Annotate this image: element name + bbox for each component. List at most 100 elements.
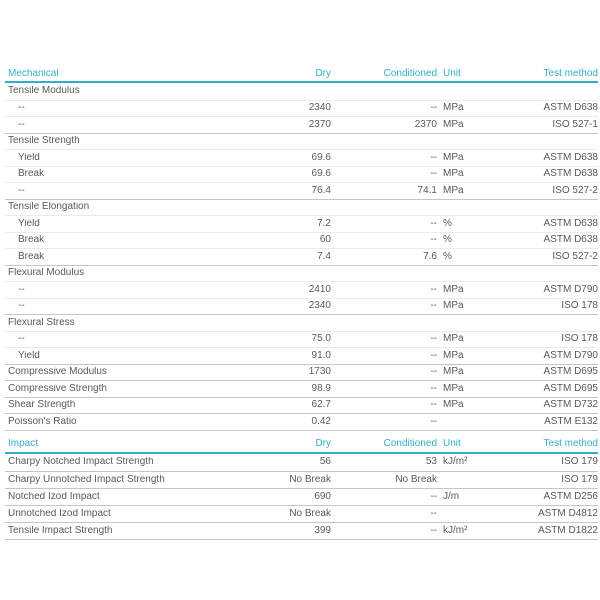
conditioned-value-cell: -- [430, 300, 437, 312]
conditioned-value-cell: 2370 [414, 118, 437, 130]
test-method-cell: ASTM D638 [543, 168, 598, 180]
property-cell: -- [18, 301, 25, 312]
unit-cell: MPa [443, 366, 464, 378]
mechanical-properties-table: Mechanical Dry Conditioned Unit Test method T… [5, 66, 598, 431]
unit-cell: MPa [443, 118, 464, 130]
property-cell: Yield [18, 152, 40, 163]
table-row: Tensile Modulus [5, 83, 598, 100]
dry-value-cell: 69.6 [311, 168, 331, 180]
unit-cell: kJ/m² [443, 456, 468, 467]
table-row: Flexural Modulus [5, 264, 598, 282]
table-row: Break 60 --% ASTM D638 [5, 231, 598, 249]
property-cell: Notched Izod Impact [8, 491, 100, 502]
table-row: Charpy Notched Impact Strength 56 53 kJ/m² I… [5, 454, 598, 471]
test-method-cell: ASTM D732 [543, 399, 598, 411]
dry-value-cell: 56 [319, 456, 331, 467]
mechanical-header-row: Mechanical Dry Conditioned Unit Test method [5, 66, 598, 83]
test-method-cell: ISO 179 [561, 456, 598, 467]
property-cell: -- [18, 334, 25, 345]
impact-header-row: Impact Dry Conditioned Unit Test method [5, 437, 598, 454]
dry-value-cell: 2340 [308, 300, 331, 312]
property-cell: Compressive Strength [8, 383, 107, 394]
conditioned-value-cell: -- [430, 349, 437, 361]
test-method-cell: ASTM D638 [543, 151, 598, 163]
table-row: Shear Strength 62.7 -- MPa ASTM D732 [5, 396, 598, 414]
conditioned-value-cell: -- [430, 151, 437, 163]
table-row: Compressive Modulus 1730 -- MPa ASTM D695 [5, 363, 598, 381]
conditioned-value-cell: 74.1 [417, 184, 437, 196]
unit-cell: MPa [443, 349, 464, 361]
conditioned-value-cell: -- [430, 490, 437, 502]
conditioned-value-cell: -- [430, 524, 437, 536]
dry-value-cell: 69.6 [311, 151, 331, 163]
property-cell: Flexural Modulus [8, 268, 85, 279]
test-method-cell: ASTM D638 [543, 234, 598, 246]
dry-value-cell: 7.4 [317, 250, 331, 262]
unit-cell: % [443, 217, 452, 229]
table-row: -- 75.0 -- MPa ISO 178 [5, 330, 598, 348]
column-header-conditioned: Conditioned [383, 438, 437, 449]
dry-value-cell: 690 [314, 490, 331, 502]
conditioned-value-cell: -- [430, 102, 437, 114]
dry-value-cell: 75.0 [311, 333, 331, 345]
dry-value-cell: 60 [319, 234, 331, 246]
property-cell: Unnotched Izod Impact [8, 508, 111, 519]
property-cell: Tensile Modulus [8, 86, 80, 97]
unit-cell: MPa [443, 184, 464, 196]
test-method-cell: ASTM D695 [543, 366, 598, 378]
table-row: -- 2410 -- MPa ASTM D790 [5, 281, 598, 298]
unit-cell: MPa [443, 151, 464, 163]
dry-value-cell: 76.4 [311, 184, 331, 196]
property-cell: -- [18, 284, 25, 295]
conditioned-value-cell: -- [430, 382, 437, 394]
dry-value-cell: 62.7 [311, 399, 331, 411]
table-row: -- 2340 -- MPa ISO 178 [5, 297, 598, 315]
column-header-unit: Unit [443, 67, 461, 79]
unit-cell: MPa [443, 283, 464, 295]
dry-value-cell: 1730 [308, 366, 331, 378]
dry-value-cell: 2370 [308, 118, 331, 130]
dry-value-cell: 399 [314, 524, 331, 536]
property-cell: -- [18, 185, 25, 196]
property-cell: Charpy Notched Impact Strength [8, 457, 154, 467]
table-row: Yield 91.0 -- MPa ASTM D790 [5, 347, 598, 364]
test-method-cell: ASTM D1822 [537, 524, 598, 536]
unit-cell: MPa [443, 168, 464, 180]
test-method-cell: ASTM D638 [543, 102, 598, 114]
dry-value-cell: No Break [289, 507, 331, 519]
test-method-cell: ISO 527-2 [552, 250, 598, 262]
test-method-cell: ISO 527-1 [552, 118, 598, 130]
unit-cell: MPa [443, 382, 464, 394]
conditioned-value-cell: -- [430, 283, 437, 295]
column-header-unit: Unit [443, 438, 461, 449]
conditioned-value-cell: -- [430, 366, 437, 378]
conditioned-value-cell: -- [430, 415, 437, 427]
table-row: Poisson's Ratio 0.42 -- ASTM E132 [5, 413, 598, 430]
test-method-cell: ASTM E132 [544, 415, 598, 427]
table-row: -- 2340 -- MPa ASTM D638 [5, 99, 598, 117]
dry-value-cell: 0.42 [311, 415, 331, 427]
property-cell: Poisson's Ratio [8, 416, 77, 427]
test-method-cell: ASTM D695 [543, 382, 598, 394]
unit-cell: MPa [443, 399, 464, 411]
test-method-cell: ASTM D790 [543, 349, 598, 361]
column-header-dry: Dry [315, 67, 331, 79]
property-cell: Compressive Modulus [8, 367, 107, 378]
dry-value-cell: 7.2 [317, 217, 331, 229]
column-header-conditioned: Conditioned [383, 67, 437, 79]
material-datasheet: Mechanical Dry Conditioned Unit Test method T… [5, 66, 598, 540]
impact-properties-table: Impact Dry Conditioned Unit Test method Charp… [5, 437, 598, 540]
property-cell: -- [18, 103, 25, 114]
conditioned-value-cell: -- [430, 507, 437, 519]
property-cell: Shear Strength [8, 400, 76, 411]
test-method-cell: ISO 527-2 [552, 184, 598, 196]
unit-cell: MPa [443, 300, 464, 312]
conditioned-value-cell: -- [430, 399, 437, 411]
dry-value-cell: 2340 [308, 102, 331, 114]
test-method-cell: ISO 179 [561, 473, 598, 485]
property-cell: Tensile Impact Strength [8, 525, 113, 536]
dry-value-cell: No Break [289, 473, 331, 485]
table-row: Break 69.6 -- MPa ASTM D638 [5, 165, 598, 183]
table-row: Tensile Strength [5, 132, 598, 150]
property-cell: Break [18, 169, 45, 180]
